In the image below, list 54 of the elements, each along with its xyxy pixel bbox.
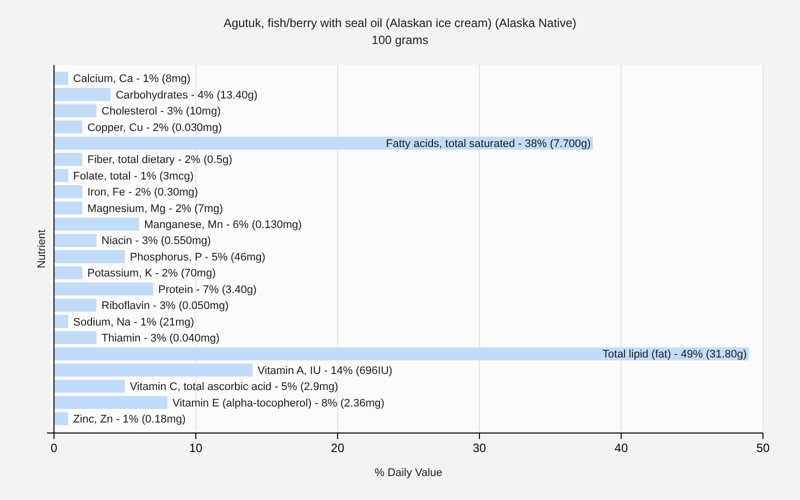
y-tick-label: Cholesterol - 3% (10mg) xyxy=(102,106,221,118)
y-tick-label: Zinc, Zn - 1% (0.18mg) xyxy=(73,414,186,426)
bar xyxy=(54,104,97,118)
y-tick-label: Magnesium, Mg - 2% (7mg) xyxy=(87,202,224,215)
bar xyxy=(54,396,168,409)
bar xyxy=(54,314,68,328)
chart-subtitle: 100 grams xyxy=(372,33,428,47)
bar xyxy=(54,136,593,150)
bar xyxy=(54,218,140,231)
bar xyxy=(54,347,749,360)
bar xyxy=(54,282,154,296)
bar xyxy=(54,234,97,247)
y-tick-label: Riboflavin - 3% (0.050mg) xyxy=(102,300,229,312)
bar xyxy=(54,120,82,134)
bar xyxy=(54,266,82,280)
bar xyxy=(54,380,125,393)
y-tick-label: Thiamin - 3% (0.040mg) xyxy=(102,332,220,345)
y-tick-label: Calcium, Ca - 1% (8mg) xyxy=(73,73,191,86)
bar xyxy=(54,201,82,214)
y-tick-label: Manganese, Mn - 6% (0.130mg) xyxy=(144,219,302,232)
bar xyxy=(54,72,68,85)
y-tick-label: Vitamin E (alpha-tocopherol) - 8% (2.36mg) xyxy=(172,397,384,410)
y-tick-label: Vitamin A, IU - 14% (696IU) xyxy=(258,364,392,377)
y-tick-label: Protein - 7% (3.40g) xyxy=(158,284,257,296)
x-tick-label: 0 xyxy=(50,441,58,455)
x-axis-title: % Daily Value xyxy=(374,467,442,479)
y-tick-label: Folate, total - 1% (3mcg) xyxy=(73,170,194,182)
bar xyxy=(54,364,253,377)
y-tick-label: Sodium, Na - 1% (21mg) xyxy=(73,316,194,328)
bar xyxy=(54,169,68,182)
y-tick-label: Fatty acids, total saturated - 38% (7.700g) xyxy=(386,138,591,150)
x-tick-label: 30 xyxy=(472,441,486,455)
bar xyxy=(54,250,125,264)
chart-title: Agutuk, fish/berry with seal oil (Alaskan ice cream) (Alaska Native) xyxy=(224,16,576,30)
bar xyxy=(54,298,97,312)
y-tick-label: Fiber, total dietary - 2% (0.5g) xyxy=(87,154,232,166)
bar xyxy=(54,152,82,166)
y-tick-label: Total lipid (fat) - 49% (31.80g) xyxy=(602,348,747,361)
x-tick-label: 50 xyxy=(756,441,770,455)
y-tick-label: Copper, Cu - 2% (0.030mg) xyxy=(87,122,222,134)
y-tick-label: Potassium, K - 2% (70mg) xyxy=(87,268,216,280)
y-axis-title: Nutrient xyxy=(36,230,48,268)
y-tick-label: Phosphorus, P - 5% (46mg) xyxy=(130,251,266,264)
y-tick-label: Carbohydrates - 4% (13.40g) xyxy=(116,89,258,102)
bar xyxy=(54,331,97,344)
bar xyxy=(54,412,68,426)
bar xyxy=(54,88,111,101)
bar xyxy=(54,185,82,198)
y-tick-label: Niacin - 3% (0.550mg) xyxy=(102,235,211,248)
x-tick-label: 40 xyxy=(614,441,628,455)
x-tick-label: 20 xyxy=(330,441,345,455)
y-tick-label: Vitamin C, total ascorbic acid - 5% (2.9mg) xyxy=(130,381,338,394)
y-tick-label: Iron, Fe - 2% (0.30mg) xyxy=(87,186,198,199)
x-tick-label: 10 xyxy=(189,441,203,455)
